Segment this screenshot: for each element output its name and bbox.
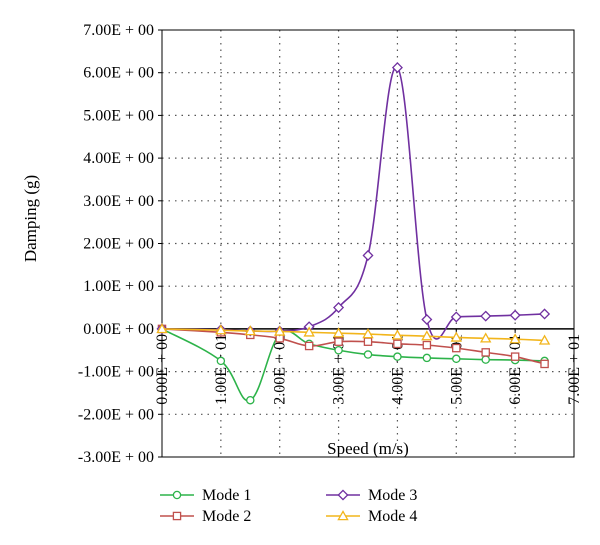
legend-item-mode-2: Mode 2 <box>160 508 251 525</box>
data-point-mode-2 <box>481 348 490 357</box>
data-point-mode-2 <box>452 343 461 353</box>
legend-item-mode-1: Mode 1 <box>160 487 251 504</box>
y-tick-label: 5.00E + 00 <box>83 107 154 124</box>
y-tick-label: 0.00E + 00 <box>83 321 154 338</box>
data-point-mode-2 <box>540 359 549 369</box>
series-mode-3 <box>156 62 551 340</box>
y-tick-label: 6.00E + 00 <box>83 65 154 82</box>
x-tick-label: 0.00E + 00 <box>154 334 171 405</box>
data-point-mode-1 <box>452 354 461 364</box>
x-tick-label: 4.00E + 01 <box>389 334 406 405</box>
y-tick-label: -2.00E + 00 <box>78 406 154 423</box>
legend-marker <box>172 490 182 500</box>
data-point-mode-2 <box>334 337 343 346</box>
data-point-mode-4 <box>480 332 492 343</box>
y-tick-label: 2.00E + 00 <box>83 236 154 253</box>
data-point-mode-4 <box>362 328 374 339</box>
data-point-mode-4 <box>509 333 521 344</box>
y-axis-title: Damping (g) <box>21 175 40 262</box>
y-tick-label: -3.00E + 00 <box>78 449 154 466</box>
x-tick-label: 2.00E + 01 <box>272 334 289 405</box>
legend-marker <box>337 510 349 521</box>
x-tick-label: 7.00E + 01 <box>566 334 583 405</box>
data-point-mode-2 <box>304 341 314 351</box>
data-point-mode-3 <box>450 311 462 323</box>
data-point-mode-1 <box>422 353 432 363</box>
data-point-mode-1 <box>246 395 255 405</box>
data-point-mode-4 <box>215 324 227 335</box>
data-point-mode-2 <box>363 337 373 346</box>
data-point-mode-3 <box>480 310 492 322</box>
data-point-mode-4 <box>332 327 345 338</box>
y-tick-label: 4.00E + 00 <box>83 150 154 167</box>
data-point-mode-2 <box>422 340 432 350</box>
x-tick-label: 6.00E + 01 <box>507 334 524 405</box>
series-line-mode-3 <box>161 66 545 340</box>
data-point-mode-4 <box>421 330 433 341</box>
data-point-mode-3 <box>391 62 403 74</box>
data-point-mode-3 <box>421 313 433 326</box>
data-point-mode-3 <box>539 308 551 320</box>
data-point-mode-2 <box>510 352 520 361</box>
series-mode-4 <box>156 322 551 345</box>
data-point-mode-4 <box>303 326 315 337</box>
y-tick-label: 7.00E + 00 <box>83 22 154 39</box>
y-tick-label: 1.00E + 00 <box>83 278 154 295</box>
legend-label: Mode 3 <box>368 487 417 504</box>
data-point-mode-4 <box>156 322 168 334</box>
data-point-mode-4 <box>450 331 462 342</box>
y-axis-ticks: 7.00E + 00 6.00E + 00 5.00E + 00 4.00E + 00… <box>78 22 162 466</box>
data-point-mode-4 <box>274 325 286 336</box>
legend-item-mode-3: Mode 3 <box>326 487 417 504</box>
data-point-mode-4 <box>391 329 404 340</box>
legend-marker <box>172 511 182 521</box>
data-point-mode-1 <box>216 356 226 366</box>
legend: Mode 1 Mode 2 Mode 3 Mode 4 <box>160 487 417 525</box>
data-point-mode-1 <box>481 355 490 364</box>
data-point-mode-3 <box>509 309 521 321</box>
legend-item-mode-4: Mode 4 <box>326 508 417 525</box>
x-tick-label: 1.00E + 01 <box>213 334 230 405</box>
legend-label: Mode 2 <box>202 508 251 525</box>
data-point-mode-2 <box>393 339 402 349</box>
legend-label: Mode 4 <box>368 508 417 525</box>
x-axis-title: Speed (m/s) <box>327 439 409 458</box>
y-tick-label: -1.00E + 00 <box>78 364 154 381</box>
legend-label: Mode 1 <box>202 487 251 504</box>
data-point-mode-1 <box>393 352 402 361</box>
data-point-mode-1 <box>334 345 343 355</box>
data-point-mode-3 <box>333 302 345 314</box>
y-tick-label: 3.00E + 00 <box>83 193 154 210</box>
data-point-mode-3 <box>362 249 374 261</box>
data-point-mode-4 <box>244 325 256 336</box>
legend-marker <box>337 489 349 501</box>
data-point-mode-1 <box>363 350 373 359</box>
series-lines <box>156 62 551 405</box>
data-point-mode-4 <box>538 334 551 345</box>
